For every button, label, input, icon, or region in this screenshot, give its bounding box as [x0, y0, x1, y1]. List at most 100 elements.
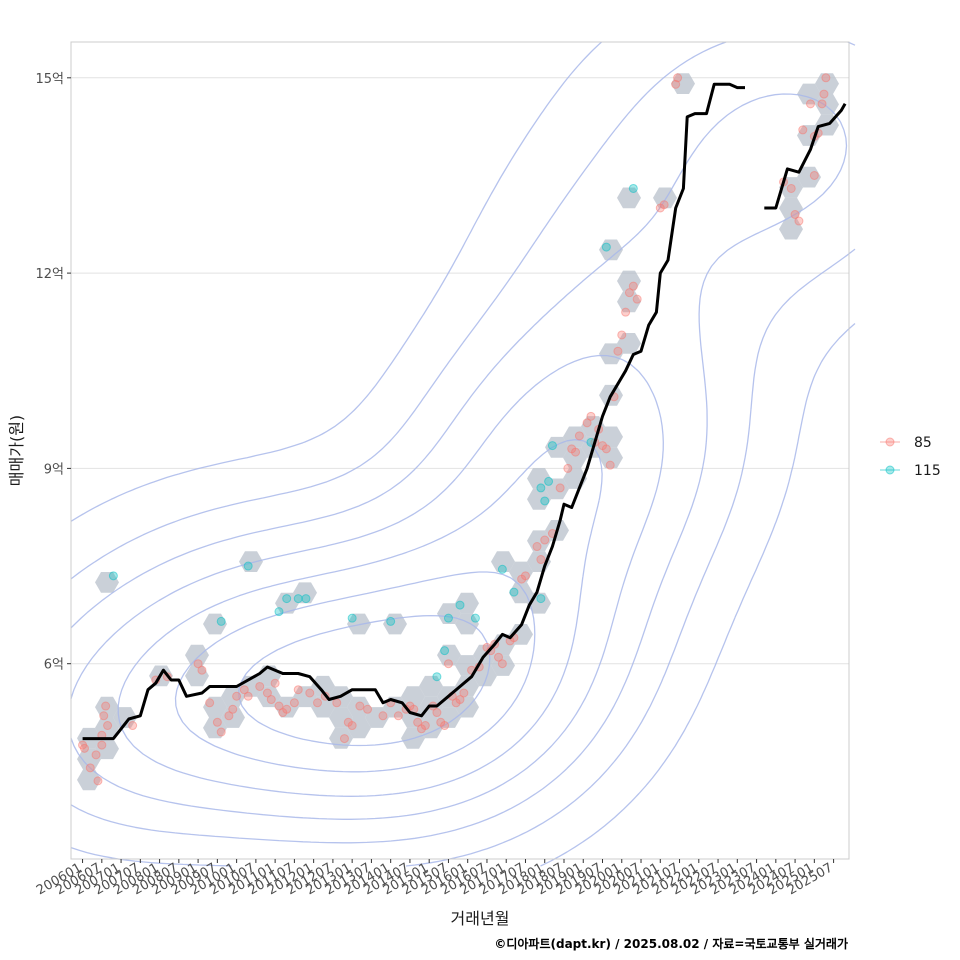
point-115	[544, 476, 554, 486]
hex-bin	[239, 551, 263, 572]
hex-bin	[779, 177, 803, 198]
point-85	[798, 125, 808, 135]
hex-bin	[347, 717, 371, 739]
point-85	[809, 170, 819, 180]
hex-bin	[563, 447, 587, 469]
hex-bin	[617, 270, 641, 292]
point-85	[786, 183, 796, 193]
point-85	[363, 704, 373, 714]
hex-bin	[437, 644, 461, 666]
point-85	[671, 79, 681, 89]
hex-bin	[329, 727, 353, 749]
legend-key-point-85	[885, 437, 895, 447]
point-85	[790, 210, 800, 220]
x-axis-title: 거래년월	[451, 909, 510, 928]
density-contour	[70, 41, 856, 867]
density-contour	[174, 571, 536, 773]
density-contour	[117, 439, 603, 797]
hex-bin	[347, 613, 371, 635]
point-85	[632, 294, 642, 304]
hex-bin	[455, 592, 479, 614]
hex-bin	[617, 187, 641, 209]
y-axis-ticks: 6억 9억 12억 15억	[35, 72, 71, 673]
point-115	[443, 613, 453, 623]
hex-bin	[509, 582, 533, 604]
point-85	[621, 307, 631, 317]
density-contour	[238, 614, 491, 747]
density-contour	[70, 354, 664, 820]
hex-bin	[95, 738, 119, 760]
hex-bin	[617, 333, 641, 354]
point-85	[605, 460, 615, 470]
hex-bin	[545, 478, 569, 500]
hex-bin	[455, 675, 479, 697]
point-85	[332, 698, 342, 708]
hex-bin	[401, 686, 425, 708]
hex-bin	[113, 707, 137, 728]
point-85	[582, 418, 592, 428]
point-115	[536, 483, 546, 493]
point-85	[432, 708, 442, 718]
point-85	[794, 216, 804, 226]
point-85	[282, 704, 292, 714]
legend-label-115: 115	[914, 463, 941, 479]
point-115	[386, 616, 396, 626]
legend-key-point-115	[885, 465, 895, 475]
hex-bin	[383, 613, 407, 635]
point-115	[347, 613, 357, 623]
hex-bin	[95, 572, 119, 593]
hex-bin	[311, 696, 335, 718]
hex-bin	[653, 187, 677, 209]
point-85	[805, 99, 815, 109]
point-115	[301, 594, 311, 604]
point-115	[432, 672, 442, 682]
hex-bin	[509, 624, 533, 645]
point-85	[574, 431, 584, 441]
point-85	[555, 483, 565, 493]
point-115	[216, 616, 226, 626]
hex-bin	[365, 707, 389, 728]
hex-bin	[779, 218, 803, 240]
density-contour	[70, 41, 856, 867]
point-85	[459, 688, 469, 698]
point-85	[128, 721, 138, 731]
y-tick-label: 9억	[44, 462, 64, 477]
point-85	[455, 695, 465, 705]
point-115	[540, 496, 550, 506]
hex-bin	[491, 655, 515, 676]
point-85	[571, 447, 581, 457]
point-85	[228, 704, 238, 714]
hex-bin	[491, 551, 515, 572]
hex-bin	[293, 686, 317, 708]
panel-border	[70, 41, 850, 860]
hex-bin	[311, 675, 335, 697]
point-85	[193, 659, 203, 669]
point-85	[520, 571, 530, 581]
point-85	[101, 701, 111, 711]
trend-line-layer	[82, 82, 847, 741]
y-axis-title: 매매가(원)	[7, 415, 26, 486]
y-tick-label: 15억	[35, 72, 64, 87]
trend-line	[764, 103, 847, 210]
hex-bin	[203, 613, 227, 635]
point-85	[563, 463, 573, 473]
point-85	[494, 652, 504, 662]
trend-line	[82, 82, 745, 741]
hex-bin	[599, 343, 623, 365]
point-85	[293, 685, 303, 695]
point-85	[97, 740, 107, 750]
point-85	[443, 659, 453, 669]
point-85	[305, 688, 315, 698]
point-115	[509, 587, 519, 597]
point-85	[255, 681, 265, 691]
point-85	[819, 89, 829, 99]
point-85	[85, 763, 95, 773]
point-85	[232, 691, 242, 701]
point-85	[79, 743, 89, 753]
point-85	[212, 717, 222, 727]
hex-bin	[203, 696, 227, 718]
point-85	[224, 711, 234, 721]
point-85	[339, 734, 349, 744]
point-85	[289, 698, 299, 708]
point-85	[347, 721, 357, 731]
